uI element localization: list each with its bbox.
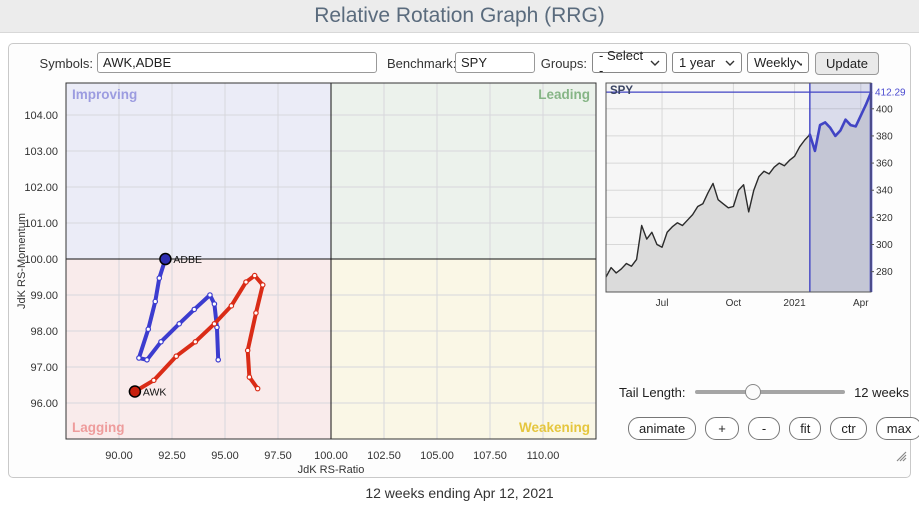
svg-text:99.00: 99.00 — [30, 290, 58, 302]
resize-handle-icon[interactable] — [893, 448, 907, 462]
benchmark-input[interactable] — [455, 52, 535, 73]
max-button[interactable]: max — [875, 417, 919, 440]
tail-length-label: Tail Length: — [619, 384, 686, 400]
svg-text:98.00: 98.00 — [30, 326, 58, 338]
rrg-panel: Symbols: Benchmark: Groups: - Select - 1… — [8, 43, 919, 478]
svg-text:103.00: 103.00 — [24, 146, 58, 158]
svg-text:Leading: Leading — [538, 87, 590, 102]
symbols-input[interactable] — [97, 52, 377, 73]
svg-text:JdK RS-Momentum: JdK RS-Momentum — [16, 213, 28, 309]
svg-text:300: 300 — [876, 240, 893, 251]
svg-text:100.00: 100.00 — [24, 254, 58, 266]
svg-text:97.50: 97.50 — [264, 450, 292, 462]
tail-length-row: Tail Length: 12 weeks — [619, 381, 909, 403]
center-button[interactable]: ctr — [830, 417, 867, 440]
svg-text:110.00: 110.00 — [527, 450, 560, 462]
slider-track[interactable] — [694, 390, 846, 394]
svg-text:340: 340 — [876, 186, 893, 197]
groups-select-value: - Select - — [599, 47, 644, 78]
svg-text:105.00: 105.00 — [420, 450, 454, 462]
marker-AWK[interactable] — [128, 385, 142, 398]
svg-text:Improving: Improving — [72, 87, 137, 102]
svg-text:Oct: Oct — [726, 298, 742, 309]
symbols-label: Symbols: — [39, 56, 93, 71]
svg-text:JdK RS-Ratio: JdK RS-Ratio — [298, 464, 365, 476]
svg-text:101.00: 101.00 — [24, 218, 58, 230]
slider-thumb[interactable] — [744, 384, 761, 400]
svg-text:104.00: 104.00 — [24, 110, 58, 122]
svg-text:92.50: 92.50 — [158, 450, 186, 462]
svg-text:360: 360 — [876, 159, 893, 170]
chart-buttons: animate + - fit ctr max — [628, 417, 919, 440]
svg-text:320: 320 — [876, 213, 893, 224]
svg-text:90.00: 90.00 — [105, 450, 133, 462]
benchmark-price-chart[interactable]: SPY 280 300 320 340 360 380 400 412.29 Jul Oct 2021… — [601, 78, 907, 310]
animate-button[interactable]: animate — [628, 417, 697, 440]
svg-text:100.00: 100.00 — [314, 450, 348, 462]
svg-text:Apr: Apr — [853, 298, 869, 309]
svg-text:Jul: Jul — [656, 298, 669, 309]
zoom-in-button[interactable]: + — [705, 417, 739, 440]
svg-text:ADBE: ADBE — [173, 254, 202, 266]
marker-ADBE[interactable] — [159, 252, 172, 266]
groups-select[interactable]: - Select - — [592, 48, 667, 78]
interval-select[interactable]: Weekly — [747, 52, 809, 73]
svg-text:Lagging: Lagging — [72, 420, 125, 435]
page-title: Relative Rotation Graph (RRG) — [314, 4, 605, 27]
interval-select-value: Weekly — [754, 55, 797, 70]
rrg-chart[interactable]: Improving Leading Lagging Weakening 90.00 92.… — [13, 78, 603, 476]
fit-button[interactable]: fit — [789, 417, 822, 440]
svg-text:95.00: 95.00 — [211, 450, 239, 462]
svg-text:400: 400 — [876, 104, 893, 115]
chevron-down-icon — [796, 60, 802, 66]
svg-text:Weakening: Weakening — [519, 420, 590, 435]
svg-text:380: 380 — [876, 131, 893, 142]
footer-caption: 12 weeks ending Apr 12, 2021 — [365, 485, 554, 501]
update-button[interactable]: Update — [815, 52, 879, 75]
groups-label: Groups: — [540, 56, 587, 71]
chevron-down-icon — [650, 60, 660, 66]
svg-text:96.00: 96.00 — [30, 398, 58, 410]
benchmark-last-value: 412.29 — [875, 88, 906, 99]
svg-text:280: 280 — [876, 267, 893, 278]
svg-text:102.00: 102.00 — [24, 182, 58, 194]
benchmark-symbol-label: SPY — [610, 85, 633, 97]
zoom-out-button[interactable]: - — [747, 417, 781, 440]
svg-text:102.50: 102.50 — [367, 450, 401, 462]
benchmark-label: Benchmark: — [387, 56, 457, 71]
svg-text:107.50: 107.50 — [473, 450, 507, 462]
svg-text:2021: 2021 — [783, 298, 806, 309]
svg-text:AWK: AWK — [143, 386, 167, 398]
tail-length-value: 12 weeks — [854, 384, 909, 400]
period-select[interactable]: 1 year — [672, 52, 742, 73]
app-header: Relative Rotation Graph (RRG) — [0, 0, 919, 33]
chevron-down-icon — [725, 60, 735, 66]
tail-length-slider[interactable] — [694, 384, 846, 400]
period-select-value: 1 year — [679, 55, 716, 70]
svg-text:97.00: 97.00 — [30, 362, 58, 374]
